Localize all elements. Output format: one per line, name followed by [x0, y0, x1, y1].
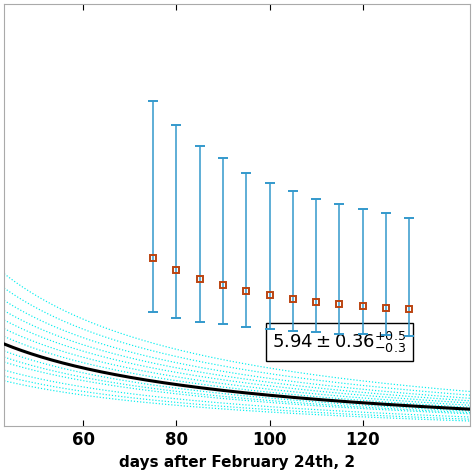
X-axis label: days after February 24th, 2: days after February 24th, 2	[119, 455, 355, 470]
Text: $5.94 \pm 0.36^{+0.5}_{-0.3}$: $5.94 \pm 0.36^{+0.5}_{-0.3}$	[273, 329, 406, 355]
